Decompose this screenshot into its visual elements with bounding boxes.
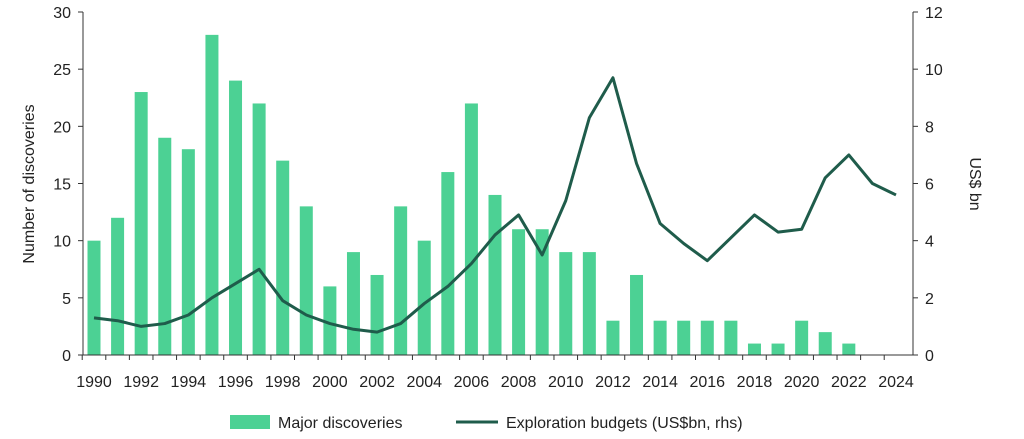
- bar-2011: [583, 252, 596, 355]
- x-tick-label: 2020: [784, 374, 820, 391]
- x-tick-label: 1994: [171, 374, 207, 391]
- y-right-tick-label: 2: [925, 291, 934, 308]
- bar-1997: [253, 103, 266, 355]
- bar-1992: [135, 92, 148, 355]
- x-tick-label: 1990: [76, 374, 112, 391]
- bar-2010: [559, 252, 572, 355]
- bar-2021: [819, 332, 832, 355]
- bar-2001: [347, 252, 360, 355]
- x-tick-label: 2000: [312, 374, 348, 391]
- x-tick-label: 1992: [123, 374, 159, 391]
- y-left-tick-label: 25: [53, 62, 71, 79]
- y-left-tick-label: 30: [53, 5, 71, 22]
- y-axis-right-label: US$ bn: [966, 157, 983, 210]
- bar-1991: [111, 218, 124, 355]
- bar-1999: [300, 206, 313, 355]
- bar-2016: [701, 321, 714, 355]
- x-tick-label: 2010: [548, 374, 584, 391]
- bar-2008: [512, 229, 525, 355]
- bar-2015: [677, 321, 690, 355]
- x-tick-label: 2006: [454, 374, 490, 391]
- x-tick-label: 2012: [595, 374, 631, 391]
- legend-label-line: Exploration budgets (US$bn, rhs): [506, 415, 743, 432]
- bar-2022: [842, 344, 855, 355]
- legend-label-bars: Major discoveries: [278, 415, 402, 432]
- bar-1990: [88, 241, 101, 355]
- y-left-tick-label: 20: [53, 119, 71, 136]
- x-tick-label: 2014: [642, 374, 678, 391]
- x-tick-label: 2022: [831, 374, 867, 391]
- y-left-tick-label: 5: [62, 291, 71, 308]
- bar-2002: [371, 275, 384, 355]
- bar-2019: [772, 344, 785, 355]
- bar-2017: [724, 321, 737, 355]
- bar-2014: [654, 321, 667, 355]
- x-tick-label: 2002: [359, 374, 395, 391]
- x-tick-label: 2018: [737, 374, 773, 391]
- y-left-tick-label: 0: [62, 348, 71, 365]
- bar-2018: [748, 344, 761, 355]
- y-right-tick-label: 6: [925, 177, 934, 194]
- y-right-tick-label: 4: [925, 234, 934, 251]
- bars-layer: [88, 35, 856, 355]
- x-tick-label: 1996: [218, 374, 254, 391]
- bar-2005: [441, 172, 454, 355]
- bar-2012: [606, 321, 619, 355]
- bar-1995: [205, 35, 218, 355]
- bar-2006: [465, 103, 478, 355]
- y-right-tick-label: 8: [925, 119, 934, 136]
- bar-2007: [489, 195, 502, 355]
- bar-2020: [795, 321, 808, 355]
- bar-1998: [276, 161, 289, 355]
- bar-2004: [418, 241, 431, 355]
- x-tick-label: 2004: [406, 374, 442, 391]
- bar-2013: [630, 275, 643, 355]
- y-right-tick-label: 10: [925, 62, 943, 79]
- legend-swatch-bars: [230, 415, 270, 429]
- x-tick-label: 1998: [265, 374, 301, 391]
- x-tick-label: 2016: [689, 374, 725, 391]
- y-right-tick-label: 12: [925, 5, 943, 22]
- x-tick-label: 2024: [878, 374, 914, 391]
- x-tick-label: 2008: [501, 374, 537, 391]
- y-axis-left-label: Number of discoveries: [21, 104, 38, 263]
- bar-1994: [182, 149, 195, 355]
- y-left-tick-label: 10: [53, 234, 71, 251]
- bar-2003: [394, 206, 407, 355]
- y-right-tick-label: 0: [925, 348, 934, 365]
- y-left-tick-label: 15: [53, 177, 71, 194]
- legend: Major discoveries Exploration budgets (U…: [230, 415, 743, 432]
- bar-1996: [229, 81, 242, 355]
